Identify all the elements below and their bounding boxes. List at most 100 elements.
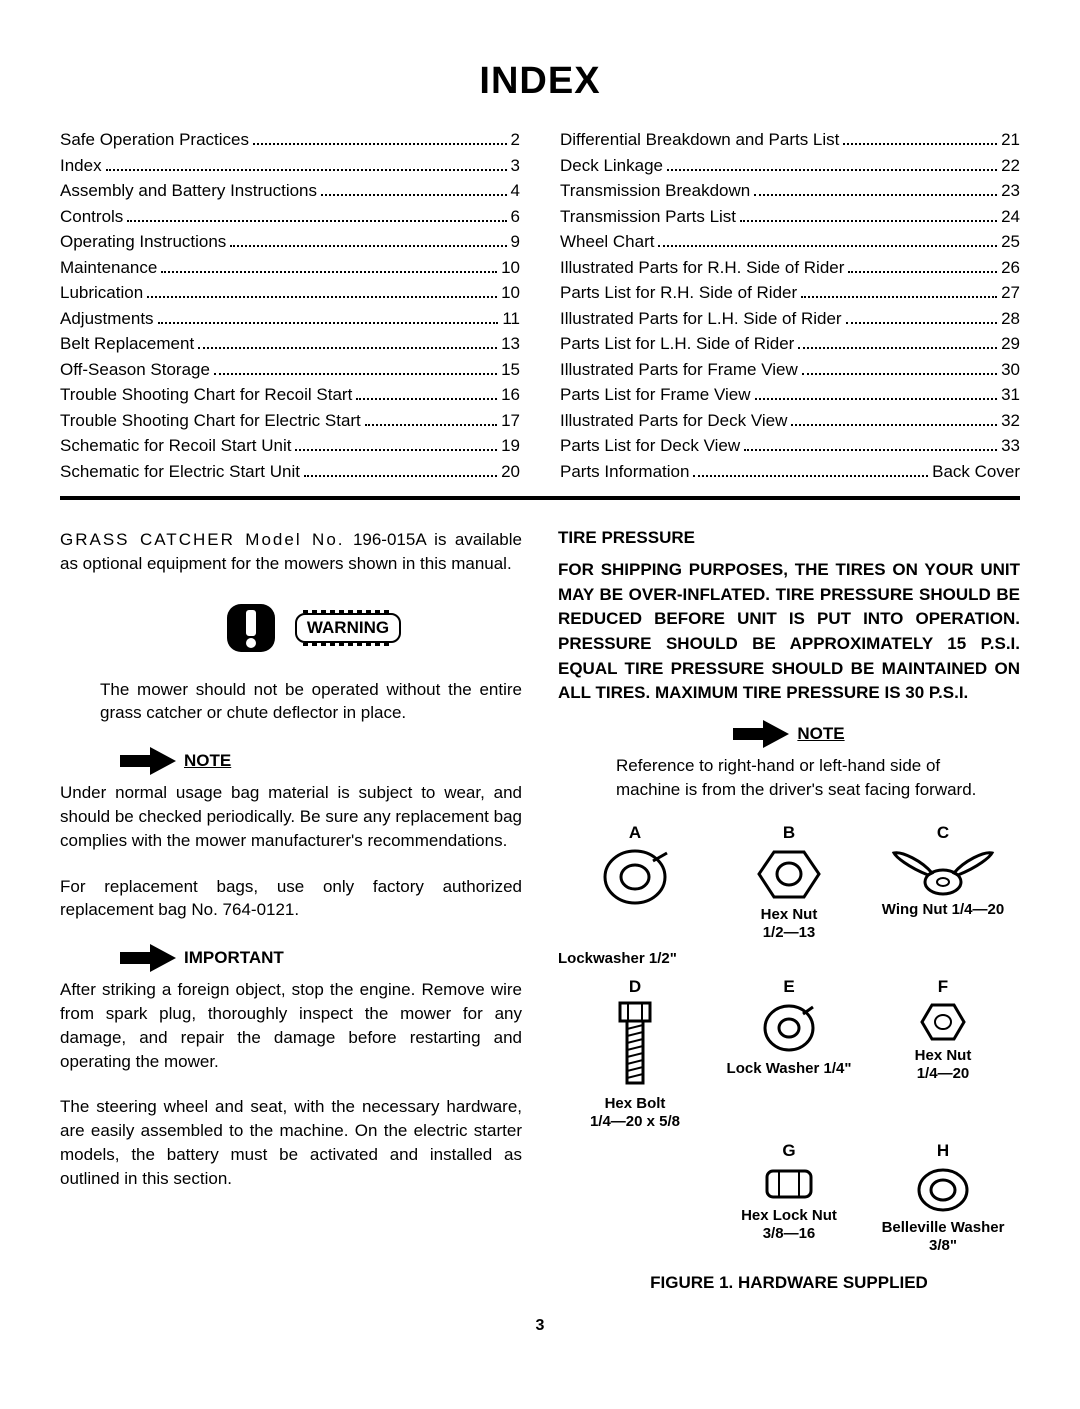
index-page: 17 (501, 408, 520, 434)
warning-label: WARNING (295, 613, 401, 643)
index-row: Parts List for Deck View 33 (560, 433, 1020, 459)
tire-pressure-title: TIRE PRESSURE (558, 528, 1020, 548)
hw-B: B Hex Nut1/2—13 (712, 823, 866, 942)
index-row: Index 3 (60, 153, 520, 179)
important-label: IMPORTANT (184, 948, 284, 968)
index-label: Parts List for R.H. Side of Rider (560, 280, 797, 306)
left-column: GRASS CATCHER Model No. 196-015A is avai… (60, 528, 522, 1293)
hardware-grid: A B Hex Nut1/2—13 C (558, 823, 1020, 1255)
index-page: 22 (1001, 153, 1020, 179)
page-number: 3 (60, 1317, 1020, 1335)
index-row: Deck Linkage 22 (560, 153, 1020, 179)
index-page: 16 (501, 382, 520, 408)
index-right-col: Differential Breakdown and Parts List21D… (560, 127, 1020, 484)
index-page: 2 (511, 127, 520, 153)
index-label: Off-Season Storage (60, 357, 210, 383)
index-row: Illustrated Parts for Frame View30 (560, 357, 1020, 383)
hw-G: G Hex Lock Nut3/8—16 (712, 1141, 866, 1243)
index-dots (127, 220, 506, 222)
index-row: Parts List for Frame View31 (560, 382, 1020, 408)
index-page: 20 (501, 459, 520, 485)
index-row: Parts List for R.H. Side of Rider 27 (560, 280, 1020, 306)
index-dots (754, 194, 997, 196)
hw-A: A (558, 823, 712, 911)
index-label: Safe Operation Practices (60, 127, 249, 153)
index-page: 6 (511, 204, 520, 230)
index-row: Illustrated Parts for L.H. Side of Rider… (560, 306, 1020, 332)
index-page: 26 (1001, 255, 1020, 281)
index-label: Lubrication (60, 280, 143, 306)
hw-label: Hex Lock Nut3/8—16 (741, 1207, 837, 1243)
index-page: 31 (1001, 382, 1020, 408)
right-column: TIRE PRESSURE FOR SHIPPING PURPOSES, THE… (558, 528, 1020, 1293)
index-label: Parts List for Deck View (560, 433, 740, 459)
index-row: Transmission Breakdown23 (560, 178, 1020, 204)
index-dots (843, 143, 997, 145)
index-page: 11 (502, 306, 520, 332)
index-row: Illustrated Parts for R.H. Side of Rider… (560, 255, 1020, 281)
index-row: Trouble Shooting Chart for Recoil Start1… (60, 382, 520, 408)
index-dots (321, 194, 507, 196)
index-label: Illustrated Parts for L.H. Side of Rider (560, 306, 842, 332)
index-page: 15 (501, 357, 520, 383)
hex-bolt-icon (610, 1001, 660, 1091)
index-row: Adjustments11 (60, 306, 520, 332)
index-dots (161, 271, 497, 273)
index-row: Off-Season Storage 15 (60, 357, 520, 383)
grass-catcher-note: GRASS CATCHER Model No. 196-015A is avai… (60, 528, 522, 576)
hw-label: Hex Nut1/2—13 (761, 906, 818, 942)
index-dots (798, 347, 997, 349)
hw-letter: G (782, 1141, 795, 1161)
index-dots (158, 322, 499, 324)
index-page: 13 (501, 331, 520, 357)
index-dots (846, 322, 998, 324)
index-label: Illustrated Parts for R.H. Side of Rider (560, 255, 844, 281)
index-dots (667, 169, 997, 171)
index-dots (106, 169, 507, 171)
index-dots (848, 271, 997, 273)
index-row: Assembly and Battery Instructions4 (60, 178, 520, 204)
index-row: Lubrication10 (60, 280, 520, 306)
index-dots (304, 475, 497, 477)
hex-nut-icon (754, 847, 824, 902)
grass-catcher-spaced: GRASS CATCHER Model No. (60, 530, 345, 549)
arrow-icon (120, 747, 176, 775)
index-page: 21 (1001, 127, 1020, 153)
index-row: Illustrated Parts for Deck View32 (560, 408, 1020, 434)
hex-lock-nut-icon (761, 1165, 817, 1203)
index-label: Index (60, 153, 102, 179)
hw-letter: B (783, 823, 795, 843)
index-dots (356, 398, 497, 400)
index-dots (198, 347, 497, 349)
index-dots (744, 449, 997, 451)
index-row: Operating Instructions9 (60, 229, 520, 255)
hw-letter: A (629, 823, 641, 843)
index-row: Parts InformationBack Cover (560, 459, 1020, 485)
index-row: Parts List for L.H. Side of Rider29 (560, 331, 1020, 357)
index-label: Deck Linkage (560, 153, 663, 179)
index-label: Wheel Chart (560, 229, 654, 255)
index-dots (755, 398, 998, 400)
index-label: Schematic for Recoil Start Unit (60, 433, 291, 459)
index-label: Trouble Shooting Chart for Electric Star… (60, 408, 361, 434)
index-row: Differential Breakdown and Parts List21 (560, 127, 1020, 153)
index-page: 28 (1001, 306, 1020, 332)
hw-label: Wing Nut 1/4—20 (882, 901, 1004, 919)
arrow-icon (120, 944, 176, 972)
index-page: 19 (501, 433, 520, 459)
index-row: Transmission Parts List24 (560, 204, 1020, 230)
index-dots (658, 245, 997, 247)
index-row: Schematic for Electric Start Unit20 (60, 459, 520, 485)
figure-caption: FIGURE 1. HARDWARE SUPPLIED (558, 1273, 1020, 1293)
hw-letter: F (938, 977, 948, 997)
index-dots (365, 424, 497, 426)
index-page: 3 (511, 153, 520, 179)
index-dots (230, 245, 506, 247)
note-header: NOTE (120, 747, 522, 775)
important-text: After striking a foreign object, stop th… (60, 978, 522, 1073)
hw-label: Lock Washer 1/4" (727, 1060, 852, 1078)
belleville-washer-icon (914, 1165, 972, 1215)
index-page: 27 (1001, 280, 1020, 306)
index-page: 33 (1001, 433, 1020, 459)
note-text-1: Under normal usage bag material is subje… (60, 781, 522, 852)
